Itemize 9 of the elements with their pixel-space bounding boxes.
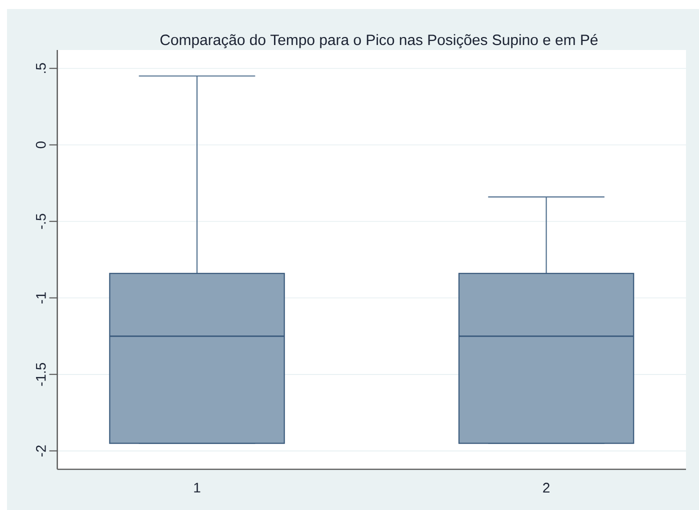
y-tick-label: -1.5 (36, 362, 46, 386)
y-tick-label: .5 (36, 63, 46, 73)
y-tick-label: -2 (36, 445, 46, 457)
y-tick-label: -1 (36, 292, 46, 304)
y-tick-label: -.5 (36, 214, 46, 229)
chart-title: Comparação do Tempo para o Pico nas Posições Supino e em Pé (160, 34, 598, 48)
x-tick-label: 1 (194, 482, 200, 492)
y-tick-label: 0 (36, 142, 46, 148)
x-tick-label: 2 (543, 482, 550, 493)
